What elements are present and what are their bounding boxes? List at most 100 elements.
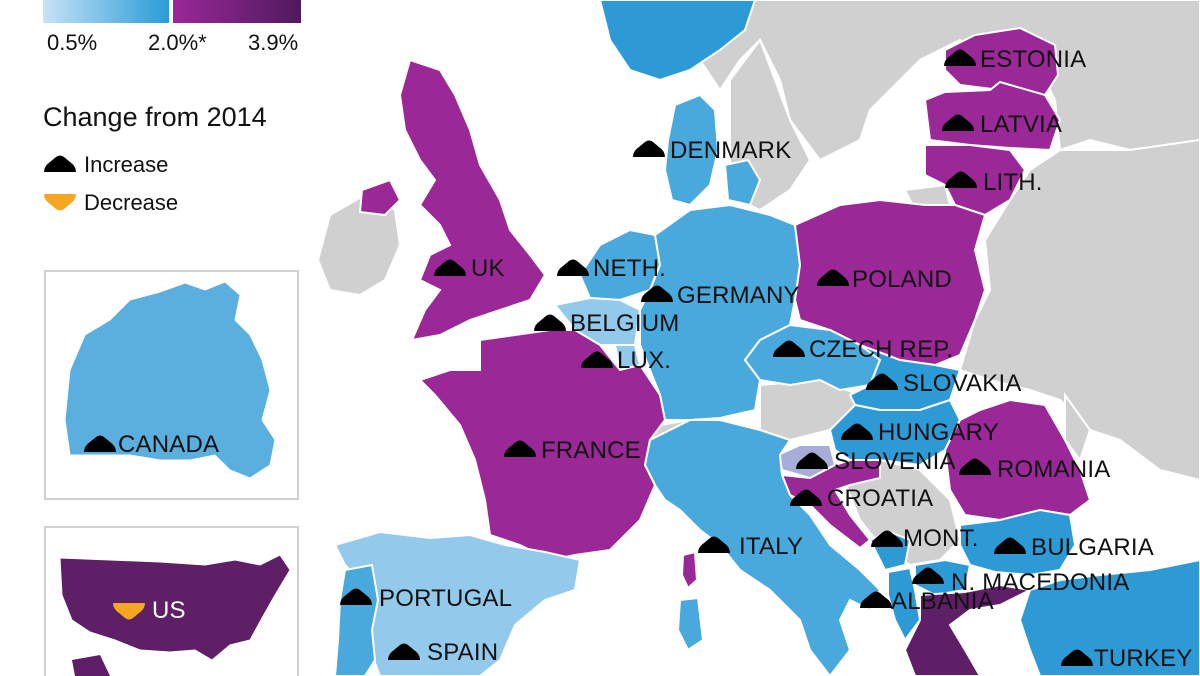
us-inset: US (44, 526, 299, 676)
increase-icon (388, 643, 420, 660)
increase-icon (945, 171, 977, 188)
marker-netherlands: NETH. (557, 255, 666, 282)
legend-min-label: 0.5% (47, 30, 97, 55)
country-canada (64, 281, 276, 479)
increase-icon (841, 423, 873, 440)
increase-icon (641, 285, 673, 302)
marker-estonia: ESTONIA (944, 46, 1086, 73)
label-portugal: PORTUGAL (379, 585, 512, 612)
label-estonia: ESTONIA (980, 46, 1086, 73)
country-estonia (944, 26, 1060, 97)
label-luxembourg: LUX. (617, 347, 671, 374)
country-us-alaska (72, 655, 110, 676)
marker-belgium: BELGIUM (534, 310, 679, 337)
country-romania (943, 398, 1092, 522)
label-croatia: CROATIA (827, 485, 933, 512)
marker-north-macedonia: N. MACEDONIA (912, 567, 1129, 596)
country-uk (398, 58, 547, 342)
label-latvia: LATVIA (980, 111, 1062, 138)
country-greece (903, 583, 1034, 676)
increase-icon (790, 489, 822, 506)
increase-icon (434, 259, 466, 276)
country-latvia (923, 80, 1062, 152)
country-france (418, 329, 667, 562)
marker-portugal: PORTUGAL (340, 585, 512, 612)
country-poland (793, 198, 987, 367)
country-albania (887, 566, 922, 642)
marker-luxembourg: LUX. (581, 347, 671, 374)
marker-albania: ALBANIA (860, 588, 994, 615)
marker-spain: SPAIN (388, 639, 498, 666)
label-spain: SPAIN (427, 639, 498, 666)
country-italy-sardinia (676, 596, 705, 652)
country-us (59, 554, 291, 661)
decrease-icon (44, 194, 76, 211)
marker-lithuania: LITH. (945, 169, 1043, 196)
increase-icon (504, 440, 536, 457)
label-north-macedonia: N. MACEDONIA (951, 569, 1129, 596)
increase-icon (866, 373, 898, 390)
increase-icon (796, 452, 828, 469)
marker-uk: UK (434, 255, 505, 282)
legend-mid-label: 2.0%* (148, 30, 207, 55)
marker-poland: POLAND (817, 266, 952, 293)
label-hungary: HUNGARY (878, 419, 999, 446)
legend-scale-dark (173, 0, 301, 23)
legend-decrease-label: Decrease (84, 190, 178, 215)
marker-bulgaria: BULGARIA (994, 534, 1154, 561)
country-uk-ni (358, 178, 402, 217)
increase-icon (534, 314, 566, 331)
label-us: US (152, 597, 186, 624)
marker-montenegro: MONT. (871, 525, 979, 552)
increase-icon (994, 537, 1026, 554)
label-poland: POLAND (852, 266, 952, 293)
country-norway (598, 0, 757, 82)
country-france-corsica (680, 550, 699, 590)
country-denmark (663, 93, 720, 207)
label-romania: ROMANIA (997, 456, 1110, 483)
canada-inset: CANADA (44, 270, 299, 500)
marker-czech: CZECH REP. (773, 336, 953, 363)
increase-icon (698, 536, 730, 553)
label-bulgaria: BULGARIA (1031, 534, 1154, 561)
label-belgium: BELGIUM (570, 310, 679, 337)
label-canada: CANADA (118, 431, 219, 458)
marker-france: FRANCE (504, 437, 641, 464)
country-portugal (333, 563, 380, 676)
legend-title: Change from 2014 (43, 102, 267, 132)
label-lithuania: LITH. (983, 169, 1043, 196)
country-italy (643, 419, 882, 676)
increase-icon (942, 114, 974, 131)
label-albania: ALBANIA (891, 588, 994, 615)
label-germany: GERMANY (677, 282, 800, 309)
increase-icon (340, 588, 372, 605)
label-denmark: DENMARK (670, 137, 791, 164)
increase-icon (44, 155, 76, 172)
marker-denmark: DENMARK (633, 137, 791, 164)
country-denmark-islands (723, 158, 762, 207)
label-uk: UK (471, 255, 505, 282)
label-netherlands: NETH. (593, 255, 666, 282)
label-france: FRANCE (541, 437, 641, 464)
increase-icon (633, 140, 665, 157)
label-montenegro: MONT. (903, 525, 979, 552)
increase-icon (84, 435, 116, 452)
legend-max-label: 3.9% (248, 30, 298, 55)
marker-turkey: TURKEY (1061, 645, 1192, 672)
country-germany (639, 203, 802, 421)
country-croatia (780, 459, 881, 550)
marker-italy: ITALY (698, 533, 803, 560)
country-labels: ESTONIA LATVIA LITH. DENMARK UK NETH. GE… (340, 46, 1192, 672)
country-turkey (1018, 558, 1200, 676)
label-czech: CZECH REP. (809, 336, 953, 363)
marker-latvia: LATVIA (942, 111, 1062, 138)
country-czech (743, 323, 882, 392)
marker-romania: ROMANIA (959, 456, 1110, 483)
marker-hungary: HUNGARY (841, 419, 999, 446)
increase-icon (773, 340, 805, 357)
label-slovenia: SLOVENIA (834, 448, 956, 475)
increase-icon (860, 591, 892, 608)
marker-slovenia: SLOVENIA (796, 448, 956, 475)
marker-germany: GERMANY (641, 282, 800, 309)
